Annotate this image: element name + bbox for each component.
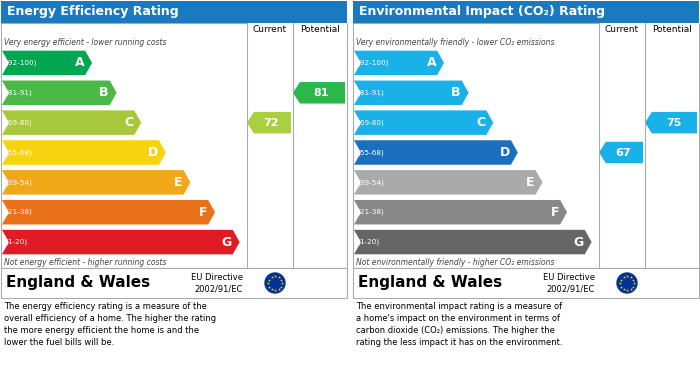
Text: C: C <box>124 116 134 129</box>
Text: F: F <box>551 206 559 219</box>
Text: E: E <box>526 176 535 189</box>
Circle shape <box>617 273 637 293</box>
Polygon shape <box>354 51 444 75</box>
Text: Very energy efficient - lower running costs: Very energy efficient - lower running co… <box>4 38 167 47</box>
Text: Potential: Potential <box>300 25 340 34</box>
Text: Not energy efficient - higher running costs: Not energy efficient - higher running co… <box>4 258 167 267</box>
Polygon shape <box>354 200 567 224</box>
Polygon shape <box>2 110 141 135</box>
Text: G: G <box>221 235 232 249</box>
Text: Not environmentally friendly - higher CO₂ emissions: Not environmentally friendly - higher CO… <box>356 258 554 267</box>
Bar <box>1 1 347 23</box>
Text: Current: Current <box>253 25 287 34</box>
Text: C: C <box>476 116 485 129</box>
Text: B: B <box>99 86 108 99</box>
Text: (92-100): (92-100) <box>357 60 388 66</box>
Polygon shape <box>247 112 291 133</box>
Text: G: G <box>573 235 584 249</box>
Text: (21-38): (21-38) <box>5 209 32 215</box>
Polygon shape <box>645 112 697 133</box>
Text: (55-68): (55-68) <box>357 149 384 156</box>
Text: F: F <box>199 206 207 219</box>
Polygon shape <box>2 140 166 165</box>
Polygon shape <box>2 200 215 224</box>
Text: 81: 81 <box>314 88 329 98</box>
Text: England & Wales: England & Wales <box>358 276 502 291</box>
Text: E: E <box>174 176 183 189</box>
Bar <box>353 1 699 23</box>
Text: (69-80): (69-80) <box>357 119 384 126</box>
Polygon shape <box>354 110 493 135</box>
Bar <box>247 23 347 37</box>
Text: (81-91): (81-91) <box>357 90 384 96</box>
Text: (39-54): (39-54) <box>357 179 384 186</box>
Bar <box>1 268 347 298</box>
Text: D: D <box>500 146 510 159</box>
Polygon shape <box>293 82 345 104</box>
Polygon shape <box>354 81 468 105</box>
Text: EU Directive
2002/91/EC: EU Directive 2002/91/EC <box>543 273 595 293</box>
Polygon shape <box>2 51 92 75</box>
Polygon shape <box>2 170 190 195</box>
Text: D: D <box>148 146 158 159</box>
Text: Environmental Impact (CO₂) Rating: Environmental Impact (CO₂) Rating <box>359 5 605 18</box>
Bar <box>353 23 699 268</box>
Text: A: A <box>74 56 84 70</box>
Polygon shape <box>599 142 643 163</box>
Text: (92-100): (92-100) <box>5 60 36 66</box>
Polygon shape <box>354 230 592 254</box>
Text: (21-38): (21-38) <box>357 209 384 215</box>
Text: Current: Current <box>605 25 639 34</box>
Bar <box>353 268 699 298</box>
Text: Very environmentally friendly - lower CO₂ emissions: Very environmentally friendly - lower CO… <box>356 38 554 47</box>
Bar <box>599 23 699 37</box>
Text: The environmental impact rating is a measure of
a home's impact on the environme: The environmental impact rating is a mea… <box>356 302 563 348</box>
Text: B: B <box>452 86 461 99</box>
Text: 72: 72 <box>264 118 279 127</box>
Polygon shape <box>354 140 518 165</box>
Text: (69-80): (69-80) <box>5 119 32 126</box>
Text: EU Directive
2002/91/EC: EU Directive 2002/91/EC <box>191 273 243 293</box>
Polygon shape <box>2 81 117 105</box>
Text: Energy Efficiency Rating: Energy Efficiency Rating <box>7 5 178 18</box>
Text: 67: 67 <box>615 147 631 158</box>
Text: (1-20): (1-20) <box>357 239 379 245</box>
Circle shape <box>265 273 285 293</box>
Text: Potential: Potential <box>652 25 692 34</box>
Polygon shape <box>2 230 239 254</box>
Text: (1-20): (1-20) <box>5 239 27 245</box>
Text: 75: 75 <box>666 118 681 127</box>
Text: (39-54): (39-54) <box>5 179 32 186</box>
Text: The energy efficiency rating is a measure of the
overall efficiency of a home. T: The energy efficiency rating is a measur… <box>4 302 216 348</box>
Text: A: A <box>426 56 436 70</box>
Text: (81-91): (81-91) <box>5 90 32 96</box>
Bar <box>1 23 347 268</box>
Polygon shape <box>354 170 542 195</box>
Text: England & Wales: England & Wales <box>6 276 150 291</box>
Text: (55-68): (55-68) <box>5 149 32 156</box>
